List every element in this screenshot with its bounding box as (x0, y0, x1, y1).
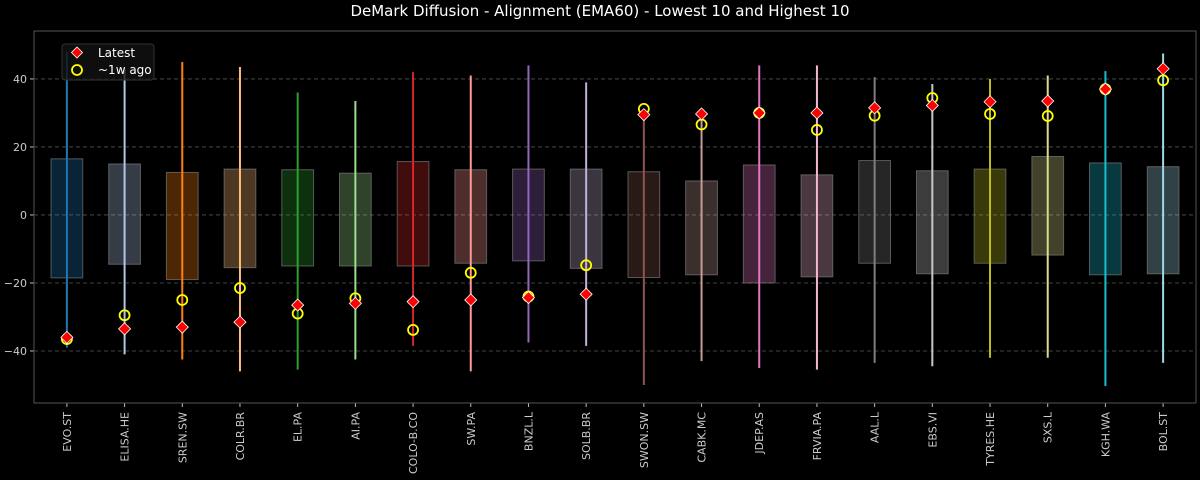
legend-frame (61, 43, 155, 81)
x-tick-label: SWON.SW (638, 412, 651, 468)
x-tick-label: JDEP.AS (753, 412, 766, 455)
category-group (339, 101, 372, 360)
x-tick-label: SXS.L (1042, 411, 1055, 443)
latest-marker (348, 296, 362, 310)
category-group (165, 61, 199, 360)
latest-marker (637, 108, 651, 122)
category-group (108, 68, 141, 355)
category-group (512, 65, 545, 343)
category-group (742, 65, 776, 368)
category-group (973, 78, 1007, 358)
legend-diamond-icon (70, 46, 84, 59)
legend-label-week-ago: ~1w ago (98, 63, 152, 77)
latest-marker (983, 95, 997, 109)
chart-title: DeMark Diffusion - Alignment (EMA60) - L… (350, 2, 849, 20)
category-group (1031, 75, 1065, 358)
x-tick-label: SOLB.BR (580, 412, 593, 460)
category-group (915, 84, 949, 367)
category-group (223, 67, 257, 372)
week-ago-marker (234, 282, 246, 294)
category-group (396, 72, 430, 346)
week-ago-marker (580, 259, 593, 272)
latest-marker (406, 295, 420, 309)
x-tick-label: COLR.BR (234, 412, 247, 461)
category-group (685, 107, 718, 362)
x-tick-label: SREN.SW (176, 412, 189, 463)
week-ago-marker (407, 323, 419, 336)
y-axis: −40 −20 0 20 40 (4, 73, 34, 358)
week-ago-marker (1041, 110, 1054, 122)
x-tick-label: ELISA.HE (119, 412, 132, 462)
legend-label-latest: Latest (98, 46, 135, 60)
latest-marker (810, 106, 824, 120)
x-tick-label: BNZL.L (522, 411, 535, 451)
y-tick-label: 20 (13, 141, 27, 154)
x-tick-label: CABK.MC (696, 412, 709, 463)
category-group (858, 77, 891, 363)
grid (34, 78, 1196, 352)
x-tick-label: TYRES.HE (984, 412, 997, 467)
latest-marker (579, 287, 593, 301)
latest-marker (175, 320, 189, 334)
y-tick-label: 0 (20, 209, 27, 222)
latest-marker (752, 106, 766, 120)
marks (50, 51, 1180, 386)
x-axis: EVO.ST ELISA.HE SREN.SW COLR.BR EL.PA AI.PA CO… (61, 403, 1170, 474)
legend: Latest ~1w ago (61, 43, 155, 81)
x-tick-label: COLO-B.CO (407, 412, 420, 474)
category-group (569, 82, 603, 346)
latest-marker (694, 107, 709, 121)
week-ago-marker (984, 108, 996, 120)
y-tick-label: −40 (4, 345, 27, 358)
y-tick-label: 40 (13, 73, 27, 86)
category-group (627, 102, 661, 385)
category-group (1146, 53, 1180, 363)
x-tick-label: BOL.ST (1157, 412, 1170, 452)
x-tick-label: EBS.VI (926, 412, 939, 448)
latest-marker (233, 315, 247, 329)
x-tick-label: FRVIA.PA (811, 412, 824, 461)
x-tick-label: SW.PA (465, 412, 478, 446)
x-tick-label: KGH.WA (1099, 412, 1112, 458)
latest-marker (464, 293, 478, 307)
latest-marker (521, 291, 536, 305)
week-ago-marker (176, 294, 189, 306)
category-group (1089, 71, 1122, 386)
week-ago-marker (811, 124, 823, 136)
week-ago-marker (118, 309, 131, 322)
latest-marker (291, 298, 305, 312)
x-tick-label: EL.PA (292, 412, 305, 443)
legend-circle-icon (71, 64, 83, 76)
latest-marker (118, 322, 132, 336)
y-tick-label: −20 (4, 277, 27, 290)
latest-marker (60, 330, 74, 344)
plot-frame (33, 30, 1197, 404)
category-group (281, 92, 315, 370)
x-tick-label: AAL.L (869, 411, 882, 443)
x-tick-label: EVO.ST (61, 412, 74, 452)
category-group (454, 75, 488, 372)
latest-marker (925, 98, 939, 113)
week-ago-marker (464, 266, 477, 279)
latest-marker (1098, 82, 1112, 96)
latest-marker (868, 101, 882, 115)
category-group (50, 51, 84, 348)
latest-marker (1041, 94, 1055, 108)
latest-marker (1156, 62, 1170, 76)
category-group (800, 65, 834, 370)
x-tick-label: AI.PA (349, 412, 362, 440)
